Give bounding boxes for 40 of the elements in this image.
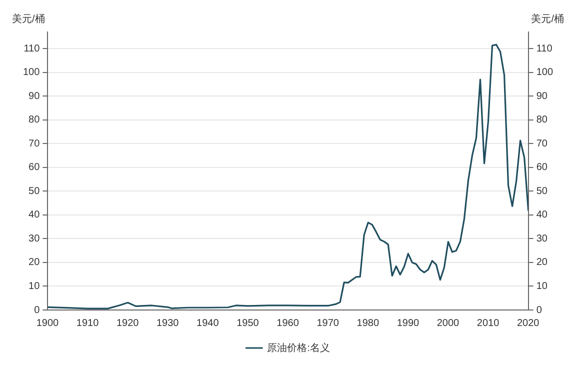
y2-tick-label: 80: [536, 114, 548, 126]
y2-tick-label: 30: [536, 233, 548, 244]
y-tick-label: 80: [28, 114, 40, 126]
y2-tick-label: 100: [536, 67, 554, 78]
y-tick-label: 30: [28, 233, 40, 244]
y2-tick-label: 50: [536, 186, 548, 197]
y-tick-label: 70: [28, 138, 40, 150]
y2-tick-label: 90: [536, 90, 548, 102]
x-tick-label: 2010: [476, 318, 500, 329]
legend-label: 原油价格:名义: [267, 342, 330, 354]
x-tick-label: 2000: [436, 318, 460, 329]
y2-tick-label: 20: [536, 257, 548, 268]
x-tick-label: 1960: [276, 318, 300, 329]
y-tick-label: 100: [22, 67, 40, 78]
y2-tick-label: 70: [536, 138, 548, 150]
x-tick-label: 1900: [36, 318, 60, 329]
y2-tick-label: 60: [536, 162, 548, 174]
y-tick-label: 10: [28, 280, 40, 292]
y2-axis-title: 美元/桶: [531, 12, 564, 25]
x-tick-label: 1970: [316, 318, 340, 329]
y-axis-title: 美元/桶: [12, 12, 45, 25]
x-tick-label: 2020: [516, 318, 540, 329]
x-tick-label: 1910: [76, 318, 100, 329]
y-tick-label: 50: [28, 186, 40, 197]
y2-tick-label: 0: [536, 304, 542, 316]
y-tick-label: 60: [28, 162, 40, 174]
y-tick-label: 40: [28, 210, 40, 221]
x-tick-label: 1930: [156, 318, 180, 329]
x-tick-label: 1920: [116, 318, 140, 329]
y2-tick-label: 40: [536, 210, 548, 221]
x-tick-label: 1940: [196, 318, 220, 329]
y-tick-label: 90: [28, 90, 40, 102]
x-tick-label: 1980: [356, 318, 380, 329]
x-tick-label: 1990: [396, 318, 420, 329]
y-tick-label: 0: [34, 304, 40, 316]
y2-tick-label: 110: [536, 43, 553, 54]
y2-tick-label: 10: [536, 280, 548, 292]
y-tick-label: 20: [28, 257, 40, 268]
y-tick-label: 110: [24, 43, 40, 54]
x-tick-label: 1950: [236, 318, 260, 329]
